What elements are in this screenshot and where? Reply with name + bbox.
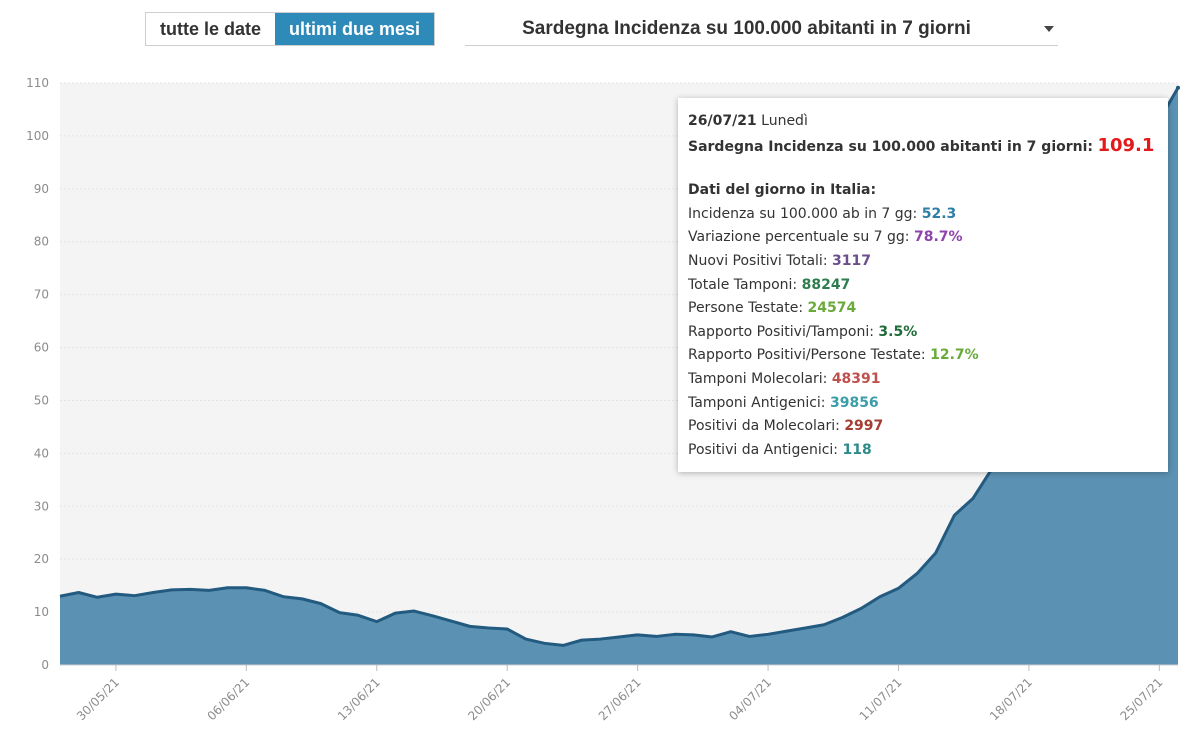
- last-two-months-button[interactable]: ultimi due mesi: [275, 13, 435, 45]
- y-tick-label: 80: [34, 235, 49, 249]
- y-tick-label: 0: [41, 658, 49, 672]
- tooltip-item-label: Totale Tamponi:: [688, 276, 802, 293]
- tooltip-date: 26/07/21: [688, 113, 757, 129]
- x-tick-label: 18/07/21: [987, 675, 1035, 723]
- tooltip-item: Tamponi Molecolari: 48391: [688, 368, 1158, 392]
- tooltip-item: Positivi da Antigenici: 118: [688, 439, 1158, 463]
- tooltip-item-value: 78.7%: [913, 229, 963, 246]
- tooltip-item: Persone Testate: 24574: [688, 297, 1158, 321]
- y-tick-label: 30: [34, 499, 49, 513]
- tooltip-item-label: Positivi da Antigenici:: [688, 441, 843, 458]
- area-series-fill: [60, 87, 1178, 665]
- tooltip-item-label: Tamponi Antigenici:: [688, 394, 830, 411]
- metric-dropdown[interactable]: Sardegna Incidenza su 100.000 abitanti i…: [465, 12, 1058, 46]
- x-tick-label: 25/07/21: [1117, 675, 1165, 723]
- tooltip-item-value: 39856: [829, 394, 879, 411]
- x-tick-label: 27/06/21: [596, 675, 644, 723]
- tooltip-item: Positivi da Molecolari: 2997: [688, 415, 1158, 439]
- tooltip-item-value: 12.7%: [930, 347, 979, 364]
- tooltip-weekday: Lunedì: [761, 113, 808, 129]
- x-tick-label: 30/05/21: [74, 675, 122, 723]
- tooltip-item-value: 48391: [831, 370, 881, 387]
- tooltip-item: Totale Tamponi: 88247: [688, 274, 1158, 298]
- tooltip-item: Rapporto Positivi/Persone Testate: 12.7%: [688, 344, 1158, 368]
- date-range-toggle: tutte le date ultimi due mesi: [145, 12, 436, 46]
- x-tick-label: 13/06/21: [335, 675, 383, 723]
- data-point[interactable]: [1176, 85, 1180, 90]
- tooltip-item-value: 24574: [807, 300, 857, 317]
- metric-dropdown-label: Sardegna Incidenza su 100.000 abitanti i…: [522, 18, 971, 39]
- x-tick-label: 06/06/21: [204, 675, 252, 723]
- y-tick-label: 110: [26, 76, 49, 90]
- y-tick-label: 100: [26, 129, 49, 143]
- series-points: [1176, 85, 1180, 90]
- tooltip-item-label: Rapporto Positivi/Persone Testate:: [688, 347, 931, 364]
- all-dates-button[interactable]: tutte le date: [160, 18, 262, 39]
- y-tick-label: 70: [34, 288, 49, 302]
- x-tick-label: 11/07/21: [857, 675, 905, 723]
- tooltip-item: Tamponi Antigenici: 39856: [688, 392, 1158, 416]
- x-axis: 30/05/21 06/06/21 13/06/21 20/06/21 27/06/21…: [60, 664, 1178, 723]
- tooltip-item-label: Positivi da Molecolari:: [688, 418, 845, 435]
- y-tick-label: 10: [34, 605, 49, 619]
- tooltip-item-label: Tamponi Molecolari:: [688, 370, 832, 387]
- tooltip-items: Incidenza su 100.000 ab in 7 gg: 52.3 Var…: [688, 203, 1158, 463]
- tooltip-item-label: Persone Testate:: [688, 300, 808, 317]
- x-tick-label: 20/06/21: [465, 675, 513, 723]
- tooltip-item-label: Rapporto Positivi/Tamponi:: [688, 323, 879, 340]
- tooltip-item-label: Nuovi Positivi Totali:: [688, 252, 832, 269]
- tooltip-item-value: 52.3: [921, 205, 957, 222]
- tooltip-item: Variazione percentuale su 7 gg: 78.7%: [688, 226, 1158, 250]
- tooltip-item-label: Variazione percentuale su 7 gg:: [688, 229, 914, 246]
- tooltip-main-value: 109.1: [1097, 134, 1155, 156]
- y-axis: 0 10 20 30 40 50 60 70 80 90 100 110: [26, 76, 49, 672]
- tooltip-item-value: 88247: [801, 276, 851, 293]
- y-tick-label: 90: [34, 182, 49, 196]
- y-tick-label: 40: [34, 446, 49, 460]
- data-tooltip: 26/07/21 Lunedì Sardegna Incidenza su 10…: [678, 98, 1168, 472]
- y-tick-label: 60: [34, 341, 49, 355]
- y-tick-label: 50: [34, 393, 49, 407]
- tooltip-item: Incidenza su 100.000 ab in 7 gg: 52.3: [688, 203, 1158, 227]
- tooltip-item-value: 118: [842, 441, 872, 458]
- tooltip-item: Rapporto Positivi/Tamponi: 3.5%: [688, 321, 1158, 345]
- y-tick-label: 20: [34, 552, 49, 566]
- tooltip-item-value: 3117: [832, 252, 871, 269]
- chevron-down-icon: [1044, 26, 1054, 32]
- x-tick-label: 04/07/21: [726, 675, 774, 723]
- tooltip-item-label: Incidenza su 100.000 ab in 7 gg:: [688, 205, 922, 222]
- tooltip-item-value: 3.5%: [878, 323, 918, 340]
- tooltip-item-value: 2997: [844, 418, 884, 435]
- tooltip-section-title: Dati del giorno in Italia:: [688, 182, 877, 199]
- tooltip-main-label: Sardegna Incidenza su 100.000 abitanti i…: [688, 138, 1094, 155]
- tooltip-item: Nuovi Positivi Totali: 3117: [688, 250, 1158, 274]
